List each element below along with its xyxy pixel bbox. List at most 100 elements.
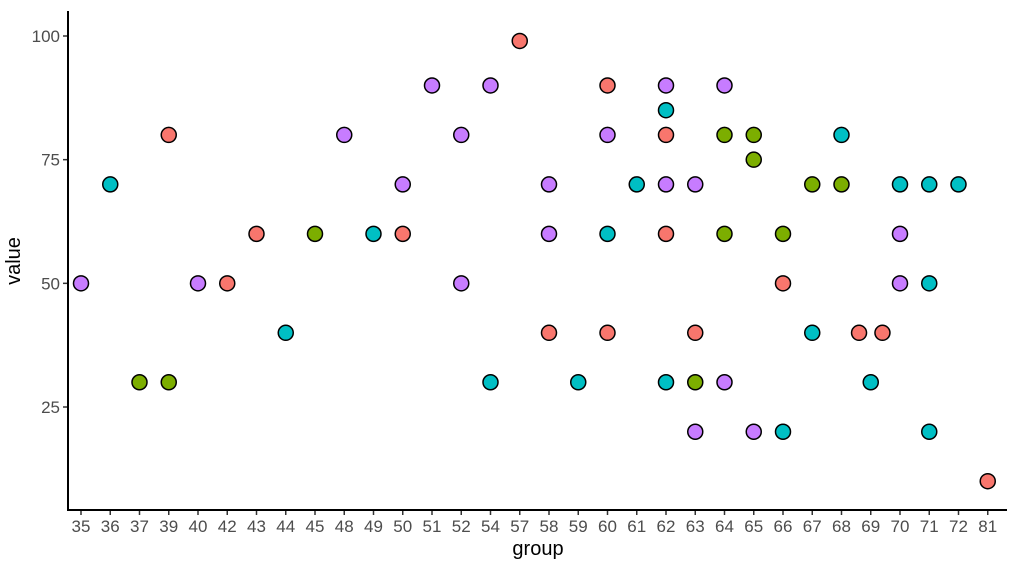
data-point bbox=[482, 374, 499, 391]
data-point bbox=[160, 374, 177, 391]
x-tick-label: 72 bbox=[949, 517, 968, 536]
data-point bbox=[774, 275, 792, 292]
data-point bbox=[833, 176, 850, 193]
data-point bbox=[336, 126, 353, 144]
data-point bbox=[716, 77, 733, 94]
data-point bbox=[687, 324, 704, 342]
data-point bbox=[921, 275, 938, 292]
x-tick-label: 70 bbox=[891, 517, 910, 536]
data-point bbox=[745, 151, 762, 168]
x-tick-label: 65 bbox=[744, 517, 763, 536]
data-point bbox=[804, 324, 821, 342]
data-point bbox=[394, 176, 411, 193]
data-point bbox=[540, 324, 558, 342]
data-point bbox=[833, 126, 850, 144]
data-point bbox=[599, 225, 616, 243]
data-point bbox=[716, 374, 733, 391]
data-point bbox=[921, 176, 938, 193]
x-tick-label: 39 bbox=[159, 517, 178, 536]
x-tick-label: 71 bbox=[920, 517, 939, 536]
data-point bbox=[482, 77, 499, 94]
x-tick-label: 66 bbox=[774, 517, 793, 536]
data-point bbox=[979, 472, 996, 490]
x-tick-label: 81 bbox=[978, 517, 997, 536]
x-tick-label: 67 bbox=[803, 517, 822, 536]
x-tick-label: 64 bbox=[715, 517, 734, 536]
data-point bbox=[657, 225, 675, 243]
data-point bbox=[657, 101, 675, 119]
data-point bbox=[657, 126, 675, 144]
y-axis-title: value bbox=[3, 237, 25, 285]
data-point bbox=[874, 324, 891, 342]
x-tick-label: 50 bbox=[393, 517, 412, 536]
data-point bbox=[804, 176, 821, 193]
x-tick-label: 45 bbox=[306, 517, 325, 536]
x-tick-label: 68 bbox=[832, 517, 851, 536]
data-point bbox=[365, 225, 382, 243]
data-point bbox=[628, 176, 645, 193]
x-tick-label: 35 bbox=[72, 517, 91, 536]
data-point bbox=[306, 225, 324, 243]
data-point bbox=[599, 126, 616, 144]
x-axis-ticks: 35 36 37 39 40 42 43 44 45 48 49 50 51 52 54 57 58 59 60 61… bbox=[72, 510, 997, 536]
x-tick-label: 43 bbox=[247, 517, 266, 536]
data-point bbox=[453, 126, 470, 144]
x-tick-label: 48 bbox=[335, 517, 354, 536]
data-point bbox=[423, 77, 441, 94]
data-point bbox=[131, 374, 148, 391]
data-point bbox=[657, 374, 675, 391]
data-point bbox=[248, 225, 265, 243]
data-point bbox=[599, 77, 616, 94]
x-tick-label: 36 bbox=[101, 517, 120, 536]
x-tick-label: 54 bbox=[481, 517, 500, 536]
data-point bbox=[687, 374, 704, 391]
data-point bbox=[599, 324, 616, 342]
data-point bbox=[716, 225, 733, 243]
data-point bbox=[716, 126, 733, 144]
data-point bbox=[219, 275, 236, 292]
y-tick-label: 25 bbox=[41, 398, 60, 417]
data-point bbox=[570, 374, 587, 391]
x-tick-label: 60 bbox=[598, 517, 617, 536]
y-tick-label: 75 bbox=[41, 151, 60, 170]
data-point bbox=[745, 126, 762, 144]
x-tick-label: 42 bbox=[218, 517, 237, 536]
data-points bbox=[72, 32, 996, 490]
data-point bbox=[540, 225, 558, 243]
data-point bbox=[687, 176, 704, 193]
x-tick-label: 59 bbox=[569, 517, 588, 536]
data-point bbox=[540, 176, 558, 193]
data-point bbox=[891, 176, 909, 193]
x-tick-label: 62 bbox=[657, 517, 676, 536]
x-tick-label: 49 bbox=[364, 517, 383, 536]
data-point bbox=[745, 423, 762, 440]
data-point bbox=[950, 176, 967, 193]
y-axis-ticks: 25 50 75 100 bbox=[32, 27, 68, 417]
x-tick-label: 37 bbox=[130, 517, 149, 536]
data-point bbox=[657, 176, 675, 193]
data-point bbox=[921, 423, 938, 440]
x-tick-label: 40 bbox=[189, 517, 208, 536]
data-point bbox=[657, 77, 675, 94]
data-point bbox=[774, 423, 792, 440]
data-point bbox=[394, 225, 411, 243]
data-point bbox=[862, 374, 879, 391]
x-tick-label: 63 bbox=[686, 517, 705, 536]
x-tick-label: 58 bbox=[540, 517, 559, 536]
y-tick-label: 50 bbox=[41, 274, 60, 293]
data-point bbox=[277, 324, 294, 342]
x-tick-label: 44 bbox=[276, 517, 295, 536]
data-point bbox=[774, 225, 792, 243]
data-point bbox=[850, 324, 868, 342]
data-point bbox=[687, 423, 704, 440]
data-point bbox=[453, 275, 470, 292]
data-point bbox=[189, 275, 207, 292]
data-point bbox=[160, 126, 177, 144]
x-tick-label: 61 bbox=[627, 517, 646, 536]
data-point bbox=[102, 176, 119, 193]
x-tick-label: 52 bbox=[452, 517, 471, 536]
data-point bbox=[891, 225, 909, 243]
data-point bbox=[511, 32, 528, 50]
x-axis-title: group bbox=[512, 538, 563, 560]
